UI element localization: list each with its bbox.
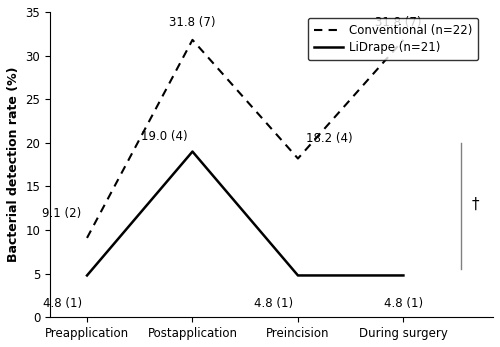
Y-axis label: Bacterial detection rate (%): Bacterial detection rate (%) [7, 67, 20, 262]
Text: 31.8 (7): 31.8 (7) [375, 16, 422, 29]
Text: 9.1 (2): 9.1 (2) [42, 208, 82, 220]
Text: †: † [472, 196, 480, 211]
Legend: Conventional (n=22), LiDrape (n=21): Conventional (n=22), LiDrape (n=21) [308, 18, 478, 60]
Text: 4.8 (1): 4.8 (1) [384, 297, 423, 310]
Text: 4.8 (1): 4.8 (1) [254, 297, 292, 310]
Text: 18.2 (4): 18.2 (4) [306, 133, 353, 145]
Text: 19.0 (4): 19.0 (4) [140, 130, 187, 143]
Text: 4.8 (1): 4.8 (1) [42, 297, 82, 310]
Text: 31.8 (7): 31.8 (7) [169, 16, 216, 29]
